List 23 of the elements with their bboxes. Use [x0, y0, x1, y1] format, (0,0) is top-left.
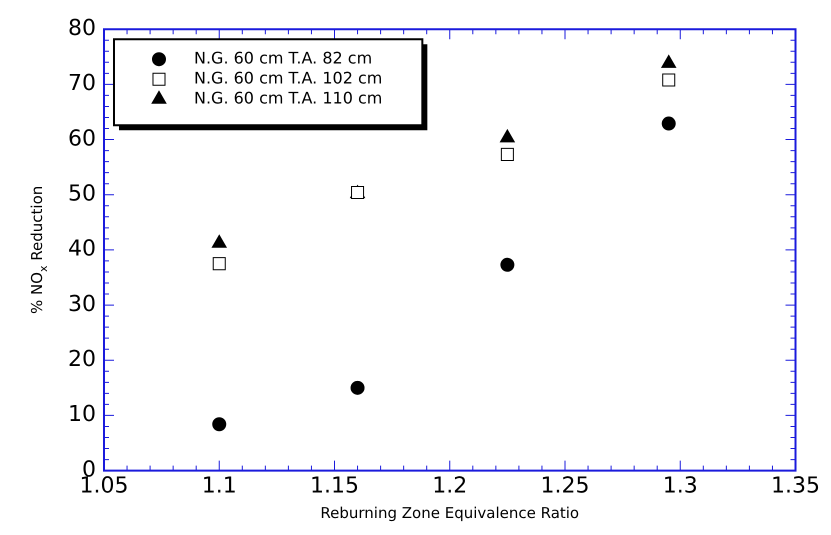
point: [500, 258, 514, 272]
x-tick-label: 1.3: [662, 474, 698, 499]
point: [662, 116, 676, 131]
x-tick-label: 1.2: [432, 474, 468, 499]
y-tick-label: 70: [68, 71, 96, 96]
legend-label: N.G. 60 cm T.A. 82 cm: [194, 48, 372, 68]
x-tick-label: 1.1: [202, 474, 237, 499]
y-tick-label: 60: [68, 126, 96, 152]
x-axis-title: Reburning Zone Equivalence Ratio: [320, 504, 580, 522]
x-tick-label: 1.35: [771, 474, 820, 499]
y-tick-label: 20: [68, 346, 96, 372]
x-tick-label: 1.25: [540, 474, 590, 499]
point: [212, 417, 226, 432]
y-axis-title: % NOx Reduction: [28, 186, 50, 314]
point: [350, 380, 365, 395]
y-tick-label: 80: [68, 16, 96, 41]
legend-label: N.G. 60 cm T.A. 110 cm: [194, 88, 382, 108]
x-tick-label: 1.15: [310, 474, 359, 499]
y-tick-label: 10: [68, 402, 96, 428]
y-tick-label: 30: [68, 292, 96, 317]
y-tick-label: 40: [68, 236, 96, 262]
legend-label: N.G. 60 cm T.A. 102 cm: [194, 68, 382, 88]
y-tick-label: 50: [68, 181, 96, 206]
